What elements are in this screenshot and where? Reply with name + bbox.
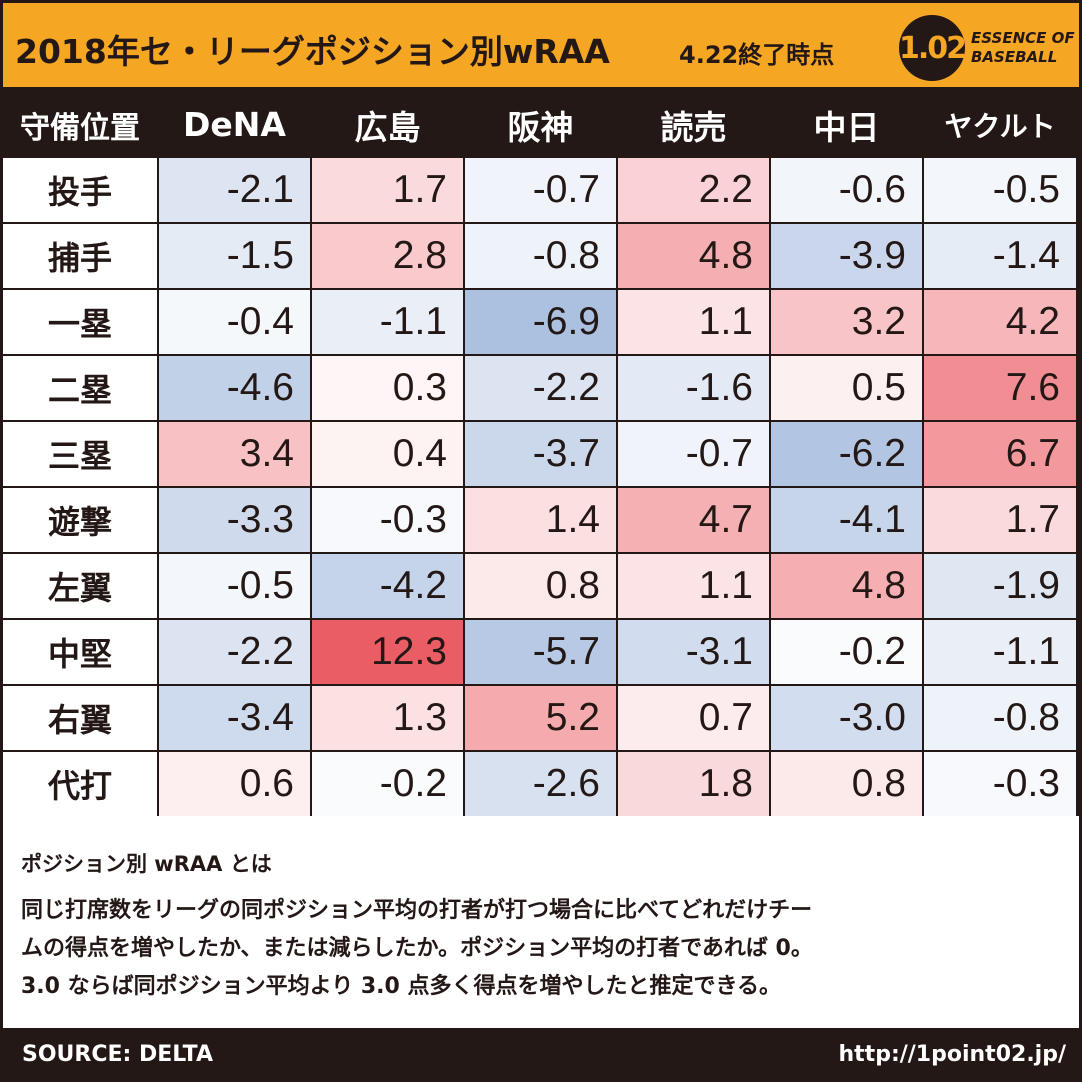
row-label-position: 左翼 xyxy=(3,554,157,618)
heatmap-cell: -3.4 xyxy=(159,686,310,750)
heatmap-cell: 2.2 xyxy=(618,158,769,222)
note-line: 3.0 ならば同ポジション平均より 3.0 点多く得点を増やしたと推定できる。 xyxy=(21,974,782,999)
heatmap-cell: 0.6 xyxy=(159,752,310,816)
heatmap-cell: -1.4 xyxy=(924,224,1076,288)
heatmap-cell: -0.7 xyxy=(465,158,616,222)
row-label-position: 中堅 xyxy=(3,620,157,684)
column-header-team: DeNA xyxy=(159,93,310,156)
heatmap-cell: -0.5 xyxy=(159,554,310,618)
heatmap-cell: -0.4 xyxy=(159,290,310,354)
column-header-position: 守備位置 xyxy=(3,93,157,156)
heatmap-cell: -2.6 xyxy=(465,752,616,816)
heatmap-cell: 1.7 xyxy=(924,488,1076,552)
title-bar: 2018年セ・リーグポジション別wRAA 4.22終了時点 1.02 ESSEN… xyxy=(0,0,1082,90)
heatmap-cell: -1.1 xyxy=(924,620,1076,684)
row-label-position: 投手 xyxy=(3,158,157,222)
heatmap-cell: -1.6 xyxy=(618,356,769,420)
column-header-team: 中日 xyxy=(771,93,922,156)
heatmap-cell: -2.2 xyxy=(465,356,616,420)
heatmap-cell: 1.3 xyxy=(312,686,463,750)
row-label-position: 右翼 xyxy=(3,686,157,750)
heatmap-cell: 3.4 xyxy=(159,422,310,486)
heatmap-cell: -3.1 xyxy=(618,620,769,684)
heatmap-cell: -4.2 xyxy=(312,554,463,618)
heatmap-cell: 1.8 xyxy=(618,752,769,816)
heatmap-cell: -0.2 xyxy=(771,620,922,684)
heatmap-cell: 6.7 xyxy=(924,422,1076,486)
note-line: 同じ打席数をリーグの同ポジション平均の打者が打つ場合に比べてどれだけチー xyxy=(21,898,813,923)
explanation-note: ポジション別 wRAA とは 同じ打席数をリーグの同ポジション平均の打者が打つ場… xyxy=(0,816,1082,1028)
column-header-team: 阪神 xyxy=(465,93,616,156)
heatmap-cell: -5.7 xyxy=(465,620,616,684)
heatmap-cell: -3.9 xyxy=(771,224,922,288)
heatmap-cell: -3.0 xyxy=(771,686,922,750)
column-header-team: ヤクルト xyxy=(924,93,1076,156)
brand-logo: 1.02 ESSENCE OF BASEBALL xyxy=(899,15,1075,81)
heatmap-cell: 1.7 xyxy=(312,158,463,222)
logo-text-line1: ESSENCE OF xyxy=(971,29,1075,47)
heatmap-cell: 0.4 xyxy=(312,422,463,486)
heatmap-cell: -1.9 xyxy=(924,554,1076,618)
heatmap-cell: -6.9 xyxy=(465,290,616,354)
heatmap-cell: -2.2 xyxy=(159,620,310,684)
baseball-logo-icon: 1.02 xyxy=(899,15,967,81)
heatmap-cell: -1.5 xyxy=(159,224,310,288)
heatmap-cell: -2.1 xyxy=(159,158,310,222)
heatmap-cell: -0.3 xyxy=(312,488,463,552)
row-label-position: 三塁 xyxy=(3,422,157,486)
heatmap-cell: -4.1 xyxy=(771,488,922,552)
page-subtitle: 4.22終了時点 xyxy=(679,41,835,69)
page-title: 2018年セ・リーグポジション別wRAA xyxy=(15,32,610,71)
column-header-team: 広島 xyxy=(312,93,463,156)
heatmap-cell: -3.7 xyxy=(465,422,616,486)
row-label-position: 二塁 xyxy=(3,356,157,420)
heatmap-cell: 1.1 xyxy=(618,290,769,354)
heatmap-cell: -3.3 xyxy=(159,488,310,552)
heatmap-cell: -0.6 xyxy=(771,158,922,222)
note-body: 同じ打席数をリーグの同ポジション平均の打者が打つ場合に比べてどれだけチー ムの得… xyxy=(21,892,1071,1006)
heatmap-cell: -0.8 xyxy=(465,224,616,288)
source-credit: SOURCE: DELTA xyxy=(22,1042,213,1067)
heatmap-cell: 0.8 xyxy=(465,554,616,618)
row-label-position: 捕手 xyxy=(3,224,157,288)
heatmap-cell: 3.2 xyxy=(771,290,922,354)
row-label-position: 一塁 xyxy=(3,290,157,354)
heatmap-cell: -4.6 xyxy=(159,356,310,420)
logo-text-line2: BASEBALL xyxy=(971,48,1058,66)
heatmap-cell: 5.2 xyxy=(465,686,616,750)
heatmap-cell: 0.3 xyxy=(312,356,463,420)
heatmap-cell: -0.5 xyxy=(924,158,1076,222)
heatmap-cell: 2.8 xyxy=(312,224,463,288)
heatmap-cell: 1.4 xyxy=(465,488,616,552)
heatmap-cell: -0.2 xyxy=(312,752,463,816)
row-label-position: 代打 xyxy=(3,752,157,816)
heatmap-cell: 4.8 xyxy=(771,554,922,618)
heatmap-cell: 1.1 xyxy=(618,554,769,618)
heatmap-cell: -6.2 xyxy=(771,422,922,486)
row-label-position: 遊撃 xyxy=(3,488,157,552)
heatmap-cell: 7.6 xyxy=(924,356,1076,420)
heatmap-cell: 0.7 xyxy=(618,686,769,750)
heatmap-cell: -0.8 xyxy=(924,686,1076,750)
heatmap-cell: -0.3 xyxy=(924,752,1076,816)
heatmap-cell: 12.3 xyxy=(312,620,463,684)
heatmap-cell: 0.5 xyxy=(771,356,922,420)
heatmap-cell: 4.8 xyxy=(618,224,769,288)
heatmap-cell: 4.7 xyxy=(618,488,769,552)
note-heading: ポジション別 wRAA とは xyxy=(21,852,272,876)
heatmap-cell: 0.8 xyxy=(771,752,922,816)
footer-bar: SOURCE: DELTA http://1point02.jp/ xyxy=(0,1028,1082,1082)
heatmap-cell: 4.2 xyxy=(924,290,1076,354)
logo-text: ESSENCE OF BASEBALL xyxy=(971,29,1075,67)
heatmap-cell: -0.7 xyxy=(618,422,769,486)
note-line: ムの得点を増やしたか、または減らしたか。ポジション平均の打者であれば 0。 xyxy=(21,936,813,961)
heatmap-cell: -1.1 xyxy=(312,290,463,354)
site-url[interactable]: http://1point02.jp/ xyxy=(838,1042,1067,1067)
wraa-heatmap-table: 守備位置 DeNA 広島 阪神 読売 中日 ヤクルト 投手 -2.1 1.7 -0.7 2.2 -0.6… xyxy=(0,90,1082,816)
column-header-team: 読売 xyxy=(618,93,769,156)
